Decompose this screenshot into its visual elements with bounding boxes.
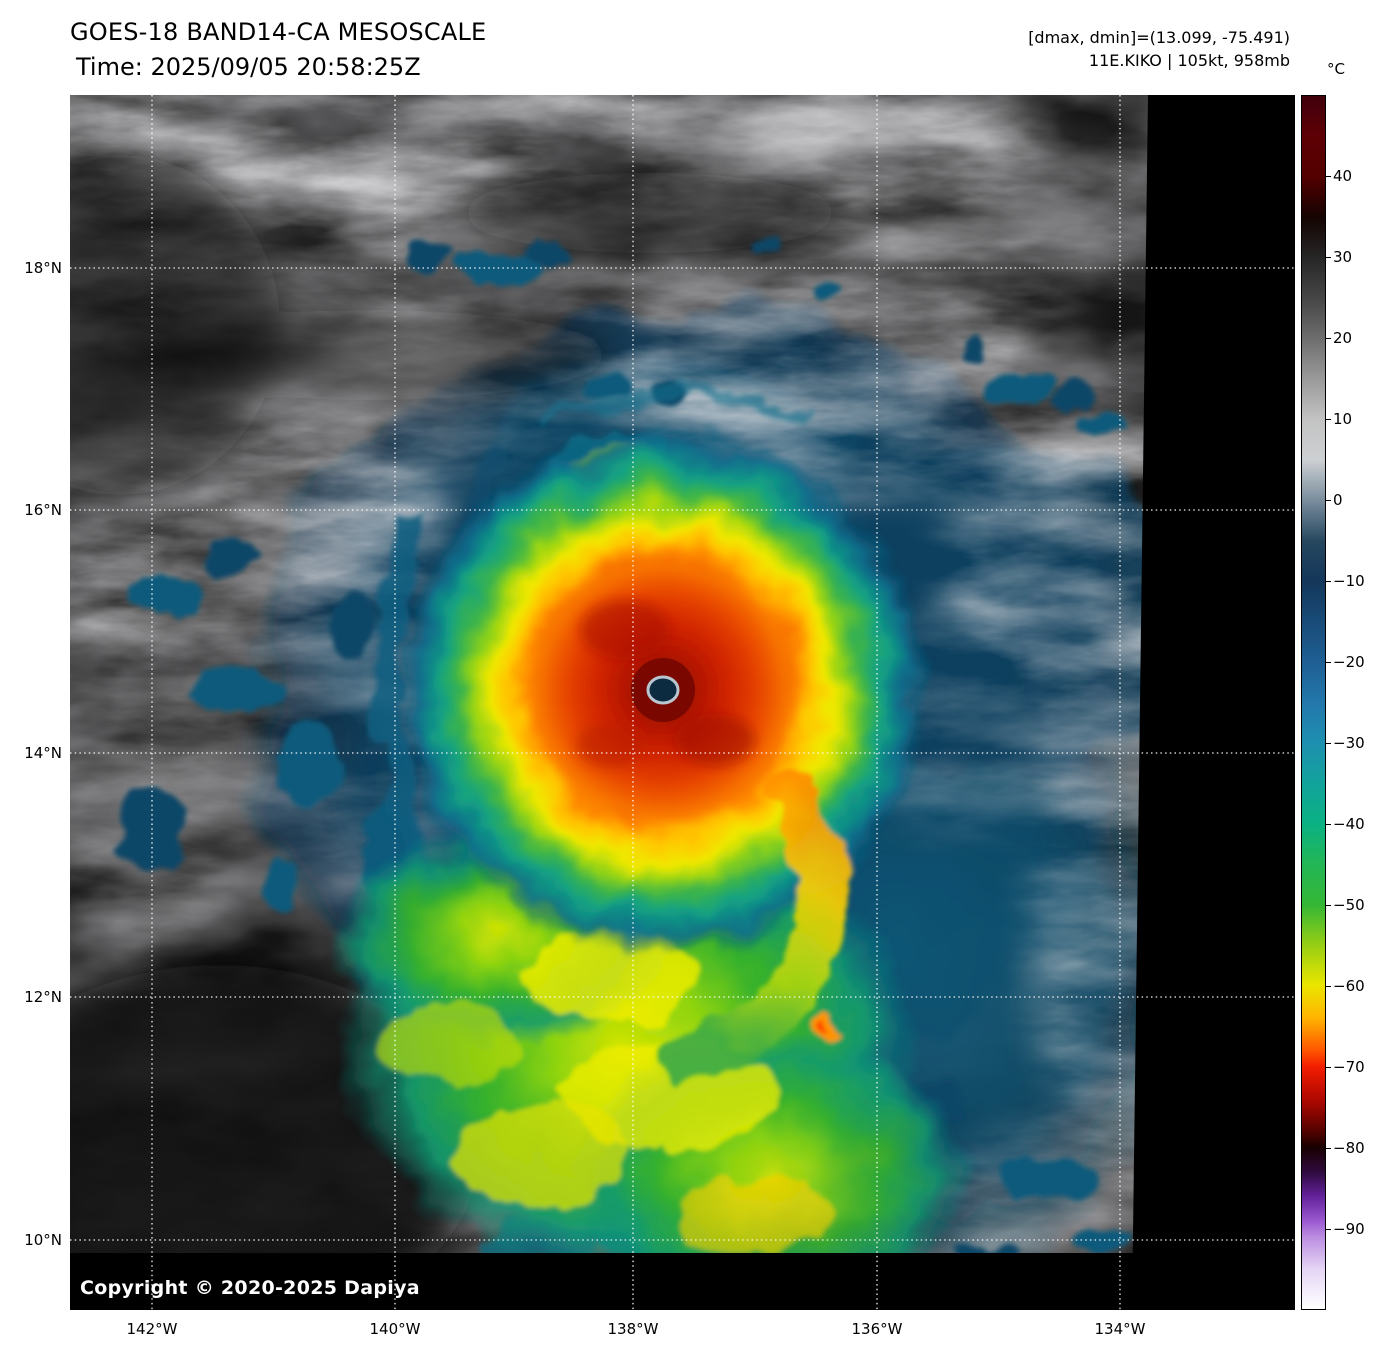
colorbar-unit: °C [1327,60,1345,78]
lat-label: 16°N [24,501,62,519]
colorbar-tick-label: −40 [1333,815,1365,833]
colorbar-tick-label: −50 [1333,896,1365,914]
lat-label: 10°N [24,1231,62,1249]
hurricane-core [398,425,928,1084]
plot-time: Time: 2025/09/05 20:58:25Z [76,53,421,81]
colorbar-tick-label: 30 [1333,248,1353,266]
header-right: [dmax, dmin]=(13.099, -75.491) 11E.KIKO … [1028,26,1290,72]
lon-label: 138°W [607,1320,659,1338]
colorbar-tick-mark [1326,1067,1331,1068]
colorbar-tick-mark [1326,338,1331,339]
colorbar-tick-label: 0 [1333,491,1343,509]
colorbar-tick-mark [1326,581,1331,582]
colorbar-tick-label: −80 [1333,1139,1365,1157]
colorbar-tick-label: −60 [1333,977,1365,995]
colorbar-tick-label: −90 [1333,1220,1365,1238]
gridlines [70,95,1295,1310]
satellite-plot: Copyright © 2020-2025 Dapiya [70,95,1295,1310]
colorbar-tick-mark [1326,1229,1331,1230]
colorbar-tick-mark [1326,905,1331,906]
colorbar-tick-mark [1326,743,1331,744]
satellite-image [70,95,1295,1310]
colorbar-tick-label: 40 [1333,167,1353,185]
colorbar-tick-label: 20 [1333,329,1353,347]
lat-label: 12°N [24,988,62,1006]
colorbar-tick-mark [1326,986,1331,987]
colorbar-tick-mark [1326,176,1331,177]
storm-info: 11E.KIKO | 105kt, 958mb [1088,51,1290,70]
lon-label: 134°W [1094,1320,1146,1338]
lat-label: 14°N [24,744,62,762]
colorbar-gradient [1302,96,1325,1309]
no-data-mask [70,95,1295,1310]
colorbar-tick-label: −70 [1333,1058,1365,1076]
lat-label: 18°N [24,259,62,277]
copyright: Copyright © 2020-2025 Dapiya [80,1277,420,1299]
colorbar-tick-mark [1326,257,1331,258]
lon-label: 136°W [851,1320,903,1338]
lon-label: 142°W [126,1320,178,1338]
colorbar-tick-label: −30 [1333,734,1365,752]
lon-label: 140°W [369,1320,421,1338]
colorbar-tick-label: −10 [1333,572,1365,590]
hurricane-eye [646,675,680,705]
colorbar-tick-mark [1326,662,1331,663]
colorbar-tick-mark [1326,500,1331,501]
core-texture [576,600,755,767]
range-info: [dmax, dmin]=(13.099, -75.491) [1028,28,1290,47]
colorbar-tick-label: 10 [1333,410,1353,428]
colorbar-tick-mark [1326,824,1331,825]
colorbar-tick-mark [1326,1148,1331,1149]
colorbar-tick-label: −20 [1333,653,1365,671]
colorbar [1301,95,1326,1310]
colorbar-tick-mark [1326,419,1331,420]
plot-title: GOES-18 BAND14-CA MESOSCALE [70,18,487,46]
